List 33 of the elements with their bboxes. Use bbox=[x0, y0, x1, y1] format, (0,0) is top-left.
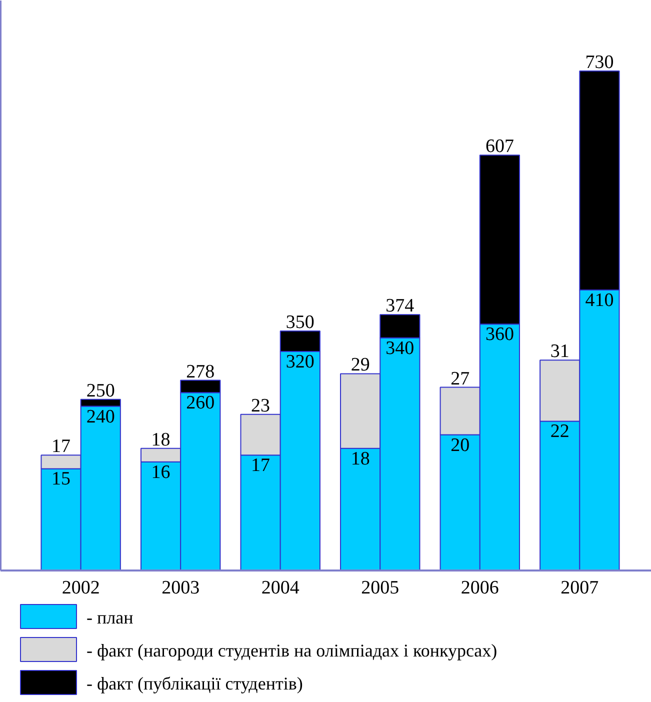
x-tick-label: 2003 bbox=[162, 578, 200, 598]
total-label: 31 bbox=[550, 341, 570, 362]
total-label: 27 bbox=[450, 368, 470, 390]
text: 278 bbox=[186, 361, 215, 382]
x-tick-label: 2004 bbox=[261, 578, 300, 598]
data-label: 410 bbox=[585, 290, 614, 311]
data-label: 22 bbox=[550, 421, 570, 442]
total-label: 18 bbox=[151, 429, 170, 450]
data-label: 240 bbox=[86, 406, 115, 428]
data-label: 260 bbox=[186, 392, 215, 414]
data-label: 340 bbox=[386, 338, 414, 359]
text: 250 bbox=[86, 380, 115, 402]
data-label: 320 bbox=[286, 352, 314, 373]
x-tick-label: 2006 bbox=[460, 578, 499, 598]
x-tick-label: 2005 bbox=[361, 578, 400, 598]
total-label: 29 bbox=[350, 354, 370, 376]
text: 730 bbox=[585, 52, 614, 73]
legend-label: - факт (нагороди студентів на олімпіадах і конкурсах) bbox=[86, 640, 498, 660]
x-tick-label: 2007 bbox=[560, 578, 599, 598]
total-label: 17 bbox=[52, 436, 71, 458]
data-label: 20 bbox=[450, 434, 470, 456]
data-label: 17 bbox=[251, 455, 270, 476]
text: 374 bbox=[386, 296, 414, 317]
legend-label: - план bbox=[86, 608, 134, 628]
text: 607 bbox=[485, 136, 514, 158]
text: 350 bbox=[286, 312, 314, 334]
data-label: 16 bbox=[151, 462, 170, 483]
data-label: 15 bbox=[52, 468, 71, 490]
legend-label: - факт (публікації студентів) bbox=[86, 674, 303, 694]
data-label: 18 bbox=[350, 448, 370, 470]
x-tick-label: 2002 bbox=[62, 578, 100, 598]
total-label: 23 bbox=[251, 395, 270, 416]
data-label: 360 bbox=[485, 324, 514, 346]
